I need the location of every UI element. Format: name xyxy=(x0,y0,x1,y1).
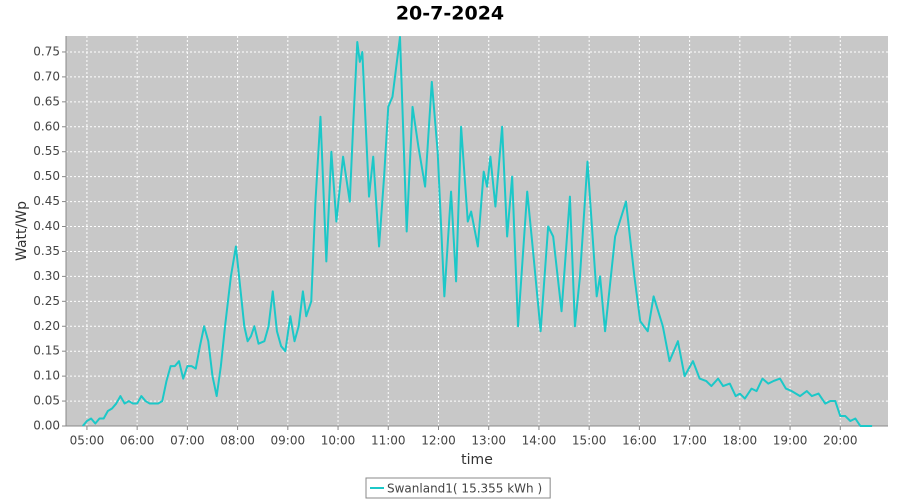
x-tick-label: 19:00 xyxy=(773,434,808,448)
y-tick-label: 0.65 xyxy=(33,94,60,108)
y-tick-label: 0.30 xyxy=(33,269,60,283)
legend-label: Swanland1( 15.355 kWh ) xyxy=(387,482,542,496)
y-tick-label: 0.45 xyxy=(33,194,60,208)
y-tick-label: 0.20 xyxy=(33,319,60,333)
y-tick-label: 0.70 xyxy=(33,69,60,83)
y-tick-label: 0.35 xyxy=(33,244,60,258)
y-tick-label: 0.55 xyxy=(33,144,60,158)
x-tick-label: 16:00 xyxy=(622,434,657,448)
x-tick-label: 13:00 xyxy=(471,434,506,448)
x-tick-label: 10:00 xyxy=(321,434,356,448)
x-tick-label: 12:00 xyxy=(421,434,456,448)
x-tick-label: 20:00 xyxy=(823,434,858,448)
series-line xyxy=(81,36,873,427)
y-tick-label: 0.50 xyxy=(33,169,60,183)
y-tick-label: 0.75 xyxy=(33,44,60,58)
x-tick-label: 15:00 xyxy=(572,434,607,448)
x-tick-label: 07:00 xyxy=(170,434,205,448)
y-tick-label: 0.05 xyxy=(33,394,60,408)
x-tick-label: 05:00 xyxy=(70,434,105,448)
y-tick-label: 0.00 xyxy=(33,419,60,433)
y-tick-label: 0.40 xyxy=(33,219,60,233)
x-tick-label: 11:00 xyxy=(371,434,406,448)
chart-title: 20-7-2024 xyxy=(396,3,504,25)
y-tick-label: 0.10 xyxy=(33,369,60,383)
y-tick-label: 0.25 xyxy=(33,294,60,308)
x-axis-label: time xyxy=(461,452,493,468)
x-tick-label: 18:00 xyxy=(723,434,758,448)
y-tick-label: 0.60 xyxy=(33,119,60,133)
x-tick-label: 09:00 xyxy=(271,434,306,448)
y-tick-label: 0.15 xyxy=(33,344,60,358)
x-tick-label: 14:00 xyxy=(522,434,557,448)
x-tick-label: 06:00 xyxy=(120,434,155,448)
x-tick-label: 08:00 xyxy=(220,434,255,448)
y-axis-label: Watt/Wp xyxy=(14,201,30,261)
x-tick-label: 17:00 xyxy=(672,434,707,448)
legend-box xyxy=(365,477,551,499)
plot-area xyxy=(66,36,888,426)
